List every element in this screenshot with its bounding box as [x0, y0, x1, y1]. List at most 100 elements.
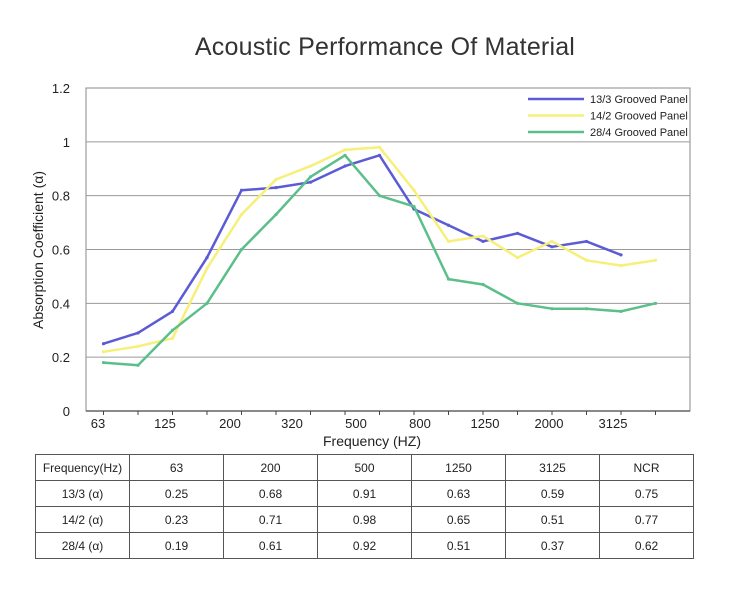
data-point: [584, 239, 589, 244]
x-tick-label: 1250: [471, 416, 500, 431]
table-cell: 28/4 (α): [35, 532, 130, 559]
x-tick-label: 63: [91, 416, 105, 431]
series-line-1: [103, 154, 622, 345]
data-point: [343, 164, 347, 168]
table-header-cell: 200: [223, 454, 318, 481]
data-point: [239, 247, 244, 252]
data-point: [308, 180, 313, 184]
data-point: [377, 194, 382, 198]
table-cell: 0.37: [505, 532, 600, 559]
data-point: [550, 307, 554, 311]
data-point: [205, 266, 209, 270]
y-tick-label: 0.4: [52, 296, 70, 311]
table-cell: 0.61: [223, 532, 318, 559]
data-point: [619, 253, 623, 257]
x-tick-label: 800: [409, 416, 431, 431]
y-tick-label: 1.2: [52, 81, 70, 96]
data-point: [446, 239, 451, 244]
data-point: [377, 145, 382, 149]
line-chart: 0 0.2 0.4 0.6 0.8 1 1.2 63 125 200 320 500 800 1250 20…: [30, 81, 691, 449]
data-point: [446, 277, 451, 281]
table-header-cell: 3125: [505, 454, 600, 481]
table-cell: 0.91: [317, 480, 412, 507]
data-point: [377, 153, 382, 157]
data-point: [481, 282, 485, 287]
x-tick-label: 200: [219, 416, 241, 431]
table-cell: 0.75: [599, 480, 694, 507]
x-tick-label: 2000: [535, 416, 564, 431]
data-point: [481, 234, 485, 238]
table-cell: 0.51: [411, 532, 506, 559]
data-point: [205, 301, 209, 305]
x-tick-label: 3125: [599, 416, 628, 431]
data-point: [136, 344, 140, 348]
table-cell: 0.71: [223, 506, 318, 533]
x-tick-label: 320: [281, 416, 303, 431]
data-point: [101, 360, 106, 365]
y-tick-label: 0.6: [52, 243, 70, 258]
table-row: 14/2 (α) 0.23 0.71 0.98 0.65 0.51 0.77: [35, 506, 694, 533]
data-point: [170, 309, 175, 314]
table-header-cell: NCR: [599, 454, 694, 481]
data-point: [205, 255, 209, 260]
y-axis-label: Absorption Coefficient (α): [30, 171, 46, 329]
x-tick-label: 500: [345, 416, 367, 431]
table-header-row: Frequency(Hz) 63 200 500 1250 3125 NCR: [35, 454, 694, 481]
data-point: [308, 175, 313, 179]
data-point: [412, 204, 416, 209]
series-layer: [101, 145, 658, 367]
table-row: 13/3 (α) 0.25 0.68 0.91 0.63 0.59 0.75: [35, 480, 694, 507]
table-cell: 0.59: [505, 480, 600, 507]
data-point: [515, 231, 520, 235]
table-cell: 0.62: [599, 532, 694, 559]
legend-label: 14/2 Grooved Panel: [590, 111, 688, 123]
table-cell: 14/2 (α): [35, 506, 130, 533]
chart-title: Acoustic Performance Of Material: [194, 33, 576, 61]
data-point: [308, 164, 313, 168]
data-table: Frequency(Hz) 63 200 500 1250 3125 NCR 13/3 (α)…: [35, 454, 694, 559]
table-cell: 0.19: [129, 532, 224, 559]
data-point: [481, 239, 485, 244]
data-point: [619, 309, 623, 314]
legend: 13/3 Grooved Panel 14/2 Grooved Panel 28/4…: [528, 94, 688, 139]
x-axis-label: Frequency (HZ): [323, 433, 421, 449]
x-tick-label: 125: [154, 416, 176, 431]
series-line-3: [103, 154, 656, 367]
y-tick-label: 0.8: [52, 189, 70, 204]
data-point: [239, 188, 244, 192]
table-header-cell: 63: [129, 454, 224, 481]
table-cell: 0.98: [317, 506, 412, 533]
data-point: [550, 239, 554, 244]
table-header-cell: Frequency(Hz): [35, 454, 130, 481]
data-point: [343, 153, 347, 157]
table-cell: 0.63: [411, 480, 506, 507]
table-cell: 0.92: [317, 532, 412, 559]
table-cell: 0.23: [129, 506, 224, 533]
axis-layer: 0 0.2 0.4 0.6 0.8 1 1.2 63 125 200 320 500 800 1250 20…: [52, 81, 690, 431]
table-cell: 0.68: [223, 480, 318, 507]
data-point: [584, 258, 589, 262]
table-header-cell: 1250: [411, 454, 506, 481]
data-point: [550, 245, 554, 249]
y-tick-label: 0.2: [52, 350, 70, 365]
table-header-cell: 500: [317, 454, 412, 481]
data-point: [274, 177, 278, 182]
data-point: [274, 185, 278, 190]
data-point: [136, 363, 140, 367]
data-point: [136, 331, 140, 335]
data-point: [584, 307, 589, 311]
data-point: [239, 212, 244, 217]
data-point: [412, 188, 416, 192]
data-point: [170, 336, 175, 340]
data-point: [619, 264, 623, 268]
table-cell: 0.51: [505, 506, 600, 533]
table-cell: 0.25: [129, 480, 224, 507]
data-point: [515, 255, 520, 260]
data-point: [653, 301, 658, 305]
data-point: [101, 350, 106, 354]
data-point: [446, 223, 451, 227]
data-point: [515, 301, 520, 305]
data-point: [101, 342, 106, 346]
data-point: [170, 328, 175, 332]
y-tick-label: 1: [63, 135, 70, 150]
